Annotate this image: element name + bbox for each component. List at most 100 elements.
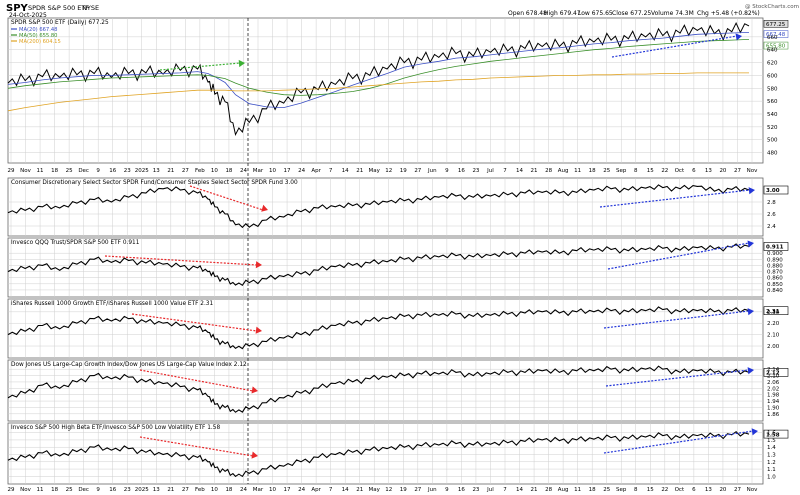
x-tick-label: Mar	[253, 168, 264, 174]
ratio-line	[7, 365, 750, 413]
x-tick-label: 25	[603, 168, 610, 174]
y-tick-label: 0.870	[767, 270, 783, 276]
trend-arrow-blue	[605, 369, 750, 387]
trend-arrow-blue-head	[748, 187, 755, 195]
x-tick-label: 23	[472, 168, 479, 174]
trend-arrow-red-head	[261, 204, 268, 212]
trend-arrow-blue-head	[735, 33, 742, 41]
x-tick-label: 17	[284, 168, 291, 174]
x-tick-label: 23	[472, 487, 479, 493]
x-tick-label: 28	[545, 487, 552, 493]
series-line-ma20	[7, 32, 750, 109]
x-tick-label: 24	[298, 487, 305, 493]
x-tick-label: 21	[531, 487, 538, 493]
volume-label: Volume 74.3M	[651, 10, 694, 17]
x-tick-label: 12	[385, 168, 392, 174]
x-tick-label: Sep	[616, 168, 627, 174]
y-tick-label: 2.10	[767, 374, 780, 380]
x-tick-label: Apr	[311, 168, 321, 174]
x-tick-label: 16	[458, 487, 465, 493]
panel-frame-3	[7, 298, 764, 359]
x-tick-label: 28	[545, 168, 552, 174]
trend-arrow-red-head	[251, 386, 258, 394]
x-tick-label: 10	[269, 168, 276, 174]
x-tick-label: 29	[8, 487, 15, 493]
panel-title: Invesco QQQ Trust/SPDR S&P 500 ETF 0.911	[11, 240, 140, 246]
trend-arrow-blue-head	[747, 308, 754, 316]
x-tick-label: 16	[458, 168, 465, 174]
x-tick-label: 6	[692, 168, 696, 174]
x-tick-label: 24	[240, 168, 247, 174]
y-tick-label: 520	[767, 125, 778, 131]
last-value-box	[763, 41, 789, 50]
last-value-label: 2.12	[766, 371, 780, 377]
x-tick-label: 18	[51, 487, 58, 493]
trend-arrow-red	[139, 436, 254, 457]
x-tick-label: Oct	[675, 487, 685, 493]
x-tick-label: May	[369, 168, 381, 174]
legend-label: MA(200) 604.15	[19, 39, 61, 45]
x-tick-label: 19	[400, 487, 407, 493]
x-tick-label: 14	[516, 168, 523, 174]
last-value-box	[763, 185, 789, 195]
y-tick-label: 0.900	[767, 251, 783, 257]
legend-label: MA(20) 667.48	[19, 27, 57, 33]
x-tick-label: 27	[414, 168, 421, 174]
x-tick-label: 22	[661, 487, 668, 493]
credit-label: @ StockCharts.com	[745, 4, 799, 10]
x-tick-label: 7	[503, 168, 507, 174]
trend-arrow-red	[189, 185, 264, 211]
panel-title: SPDR S&P 500 ETF (Daily) 677.25	[11, 20, 109, 26]
symbol-label: SPY	[6, 3, 29, 14]
x-tick-label: 18	[225, 168, 232, 174]
panel-title: Dow Jones US Large-Cap Growth Index/Dow …	[11, 362, 247, 368]
panel-frame-5	[7, 422, 764, 485]
last-value-box	[763, 20, 789, 28]
x-tick-label: 8	[634, 168, 638, 174]
x-tick-label: 10	[211, 168, 218, 174]
trend-arrow-red	[104, 255, 258, 266]
x-tick-label: 17	[284, 487, 291, 493]
y-tick-label: 2.6	[767, 212, 776, 218]
x-tick-label: Sep	[616, 487, 627, 493]
x-tick-label: 21	[356, 168, 363, 174]
fund-name-label: SPDR S&P 500 ETF	[28, 4, 89, 12]
panel-title: Invesco S&P 500 High Beta ETF/Invesco S&…	[11, 425, 220, 431]
x-tick-label: 27	[182, 487, 189, 493]
x-tick-label: 29	[8, 168, 15, 174]
y-tick-label: 560	[767, 99, 778, 105]
trend-arrow-red	[131, 313, 258, 332]
y-tick-label: 1.86	[767, 412, 780, 418]
ratio-line	[7, 184, 750, 229]
x-tick-label: 21	[167, 168, 174, 174]
y-tick-label: 1.4	[767, 445, 776, 451]
x-tick-label: Feb	[195, 487, 205, 493]
trend-arrow-blue-head	[747, 240, 754, 248]
last-value-label: 1.58	[766, 432, 780, 438]
trend-arrow-green	[159, 62, 241, 71]
x-tick-label: 25	[66, 487, 73, 493]
x-tick-label: 11	[37, 487, 44, 493]
x-tick-label: 7	[503, 487, 507, 493]
x-tick-label: 13	[153, 168, 160, 174]
y-tick-label: 500	[767, 138, 778, 144]
change-label: Chg +5.48 (+0.82%)	[697, 10, 760, 17]
y-tick-label: 2.06	[767, 380, 780, 386]
panel-frame-2	[7, 237, 764, 298]
x-tick-label: Oct	[675, 168, 685, 174]
x-tick-label: Dec	[78, 487, 89, 493]
y-tick-label: 0.860	[767, 276, 783, 282]
exchange-label: NYSE	[82, 4, 99, 12]
x-tick-label: 27	[414, 487, 421, 493]
y-tick-label: 580	[767, 86, 778, 92]
y-tick-label: 1.0	[767, 474, 776, 480]
chart-texts: SPY SPDR S&P 500 ETF NYSE 24-Oct-2025 Op…	[6, 3, 799, 493]
y-tick-label: 1.90	[767, 405, 780, 411]
panel-frame-0	[7, 17, 764, 164]
y-tick-label: 660	[767, 35, 778, 41]
last-value-label: 2.31	[766, 309, 780, 315]
x-tick-label: 2025	[135, 168, 149, 174]
x-tick-label: Nov	[747, 168, 758, 174]
x-tick-label: 14	[342, 168, 349, 174]
